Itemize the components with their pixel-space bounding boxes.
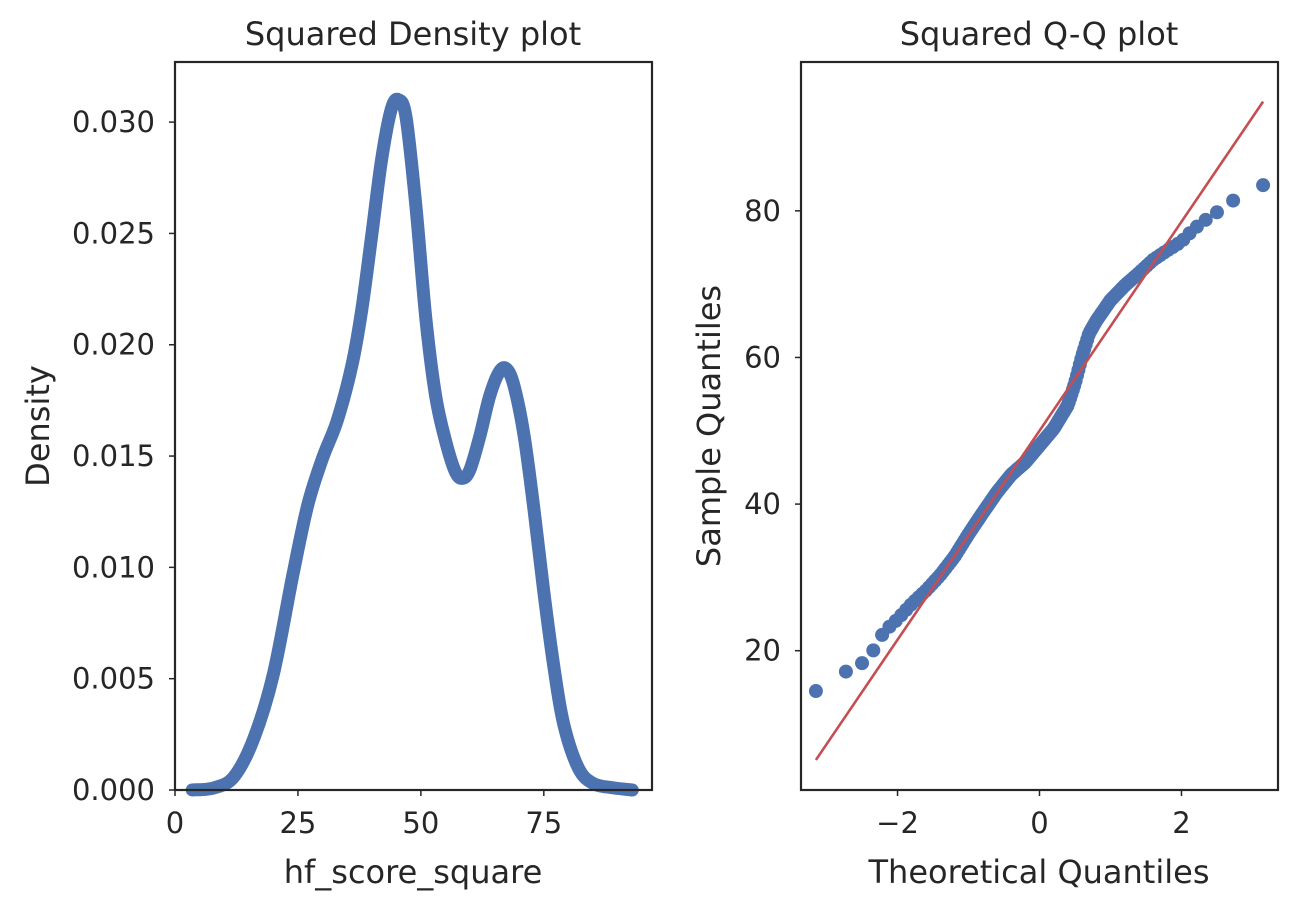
qq-point [1209, 205, 1224, 220]
y-tick-label: 20 [744, 634, 781, 668]
qq-y-label: Sample Quantiles [690, 285, 728, 567]
qq-y-ticks: 20 40 60 80 [744, 194, 801, 668]
qq-x-label: Theoretical Quantiles [868, 853, 1210, 891]
qq-point [808, 684, 823, 699]
x-tick-label: 50 [402, 806, 439, 840]
density-plot-area [185, 92, 639, 797]
qq-point [1198, 212, 1213, 227]
y-tick-label: 0.005 [72, 662, 155, 696]
qq-point [866, 643, 881, 658]
y-tick-label: 0.020 [72, 328, 155, 362]
qq-panel: Squared Q-Q plot −2 0 2 20 40 60 80 Theoretic… [690, 15, 1280, 891]
density-title: Squared Density plot [245, 15, 581, 53]
y-tick-label: 0.025 [72, 216, 155, 250]
x-tick-label: 0 [166, 806, 184, 840]
density-y-ticks: 0.000 0.005 0.010 0.015 0.020 0.025 0.030 [72, 105, 175, 807]
x-tick-label: −2 [876, 806, 919, 840]
qq-point [838, 664, 853, 679]
y-tick-label: 0.000 [72, 773, 155, 807]
density-frame [173, 60, 654, 792]
x-tick-label: 2 [1172, 806, 1190, 840]
x-tick-label: 25 [279, 806, 316, 840]
y-tick-label: 40 [744, 487, 781, 521]
qq-frame [799, 60, 1280, 792]
density-panel: Squared Density plot 0 25 50 75 0.0000.0050… [19, 15, 654, 891]
reference-line [814, 100, 1265, 761]
qq-point [855, 656, 870, 671]
y-tick-label: 80 [744, 194, 781, 228]
qq-point [1226, 193, 1241, 208]
y-tick-label: 0.030 [72, 105, 155, 139]
density-x-ticks: 0 25 50 75 [166, 790, 562, 840]
qq-title: Squared Q-Q plot [900, 15, 1179, 53]
y-tick-label: 0.015 [72, 439, 155, 473]
qq-point [1256, 178, 1271, 193]
qq-plot-area [808, 100, 1271, 761]
density-x-label: hf_score_square [284, 853, 543, 891]
y-tick-label: 60 [744, 340, 781, 374]
x-tick-label: 0 [1030, 806, 1048, 840]
density-curve [185, 92, 639, 797]
qq-x-ticks: −2 0 2 [876, 790, 1191, 840]
x-tick-label: 75 [525, 806, 562, 840]
y-tick-label: 0.010 [72, 550, 155, 584]
density-y-label: Density [19, 365, 57, 487]
